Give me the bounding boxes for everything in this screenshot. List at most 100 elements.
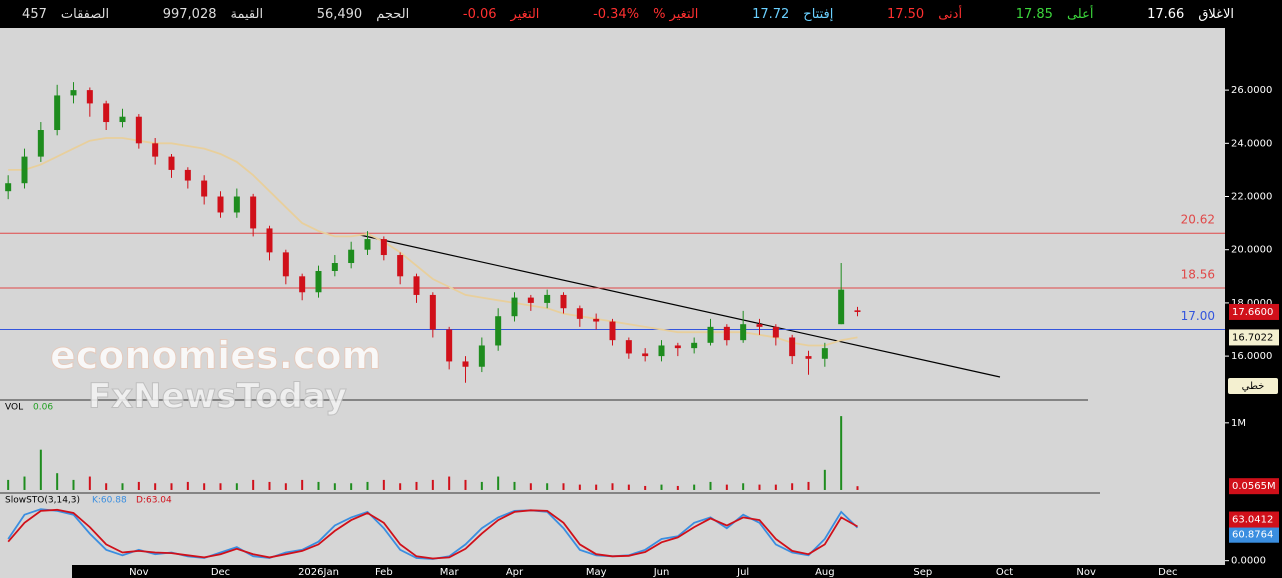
stat-value: 17.66 bbox=[1147, 6, 1185, 22]
candle-body bbox=[70, 90, 77, 96]
stat: التغير -0.06 bbox=[463, 7, 540, 22]
stat-label: الحجم bbox=[376, 6, 410, 22]
value-box-label: 60.8764 bbox=[1232, 530, 1273, 541]
stoch-line bbox=[7, 508, 858, 560]
y-tick-label: 1M bbox=[1231, 418, 1246, 429]
candle-body bbox=[397, 255, 404, 277]
volume-bar bbox=[366, 481, 369, 490]
x-tick-label: Dec bbox=[211, 567, 230, 578]
volume-bar bbox=[676, 485, 679, 490]
y-tick-label: 20.0000 bbox=[1231, 245, 1272, 256]
volume-bar bbox=[497, 476, 500, 490]
y-tick-label: 18.0000 bbox=[1231, 298, 1272, 309]
candle-body bbox=[331, 263, 338, 271]
volume-bar bbox=[823, 469, 826, 490]
volume-bar bbox=[39, 449, 42, 490]
chart: economies.com FxNewsToday خطي VOL 0.06 S… bbox=[0, 28, 1282, 578]
volume-bar bbox=[268, 481, 271, 490]
x-tick-label: May bbox=[586, 567, 607, 578]
y-tick-label: 24.0000 bbox=[1231, 138, 1272, 149]
candle-body bbox=[625, 340, 632, 354]
volume-bar bbox=[774, 484, 777, 490]
volume-bar bbox=[529, 483, 532, 490]
volume-bar bbox=[333, 483, 336, 490]
stat-label: الاغلاق bbox=[1198, 6, 1234, 22]
candle-body bbox=[201, 180, 208, 197]
candle-body bbox=[429, 294, 436, 330]
x-tick-label: Sep bbox=[913, 567, 932, 578]
candle-body bbox=[609, 321, 616, 341]
value-box-label: 0.0565M bbox=[1232, 481, 1276, 492]
candle-body bbox=[495, 316, 502, 346]
candle-body bbox=[789, 337, 796, 357]
x-tick-label: Nov bbox=[129, 567, 149, 578]
stat-value: 17.85 bbox=[1015, 6, 1053, 22]
volume-bar bbox=[154, 483, 157, 490]
stat: القيمة 997,028 bbox=[163, 7, 263, 22]
x-tick-label: Feb bbox=[375, 567, 393, 578]
plot-bg bbox=[0, 28, 1225, 578]
volume-bar bbox=[415, 481, 418, 490]
stat-value: 17.72 bbox=[752, 6, 790, 22]
volume-bar bbox=[546, 483, 549, 490]
candle-body bbox=[838, 289, 845, 325]
x-tick-label: Dec bbox=[1158, 567, 1177, 578]
x-tick-label: Oct bbox=[996, 567, 1013, 578]
ma-line bbox=[8, 137, 858, 347]
value-box bbox=[1229, 511, 1279, 528]
candle-body bbox=[168, 156, 175, 170]
volume-bar bbox=[23, 476, 26, 490]
candle-body bbox=[446, 329, 453, 362]
volume-bar bbox=[758, 484, 761, 490]
candle-body bbox=[707, 326, 714, 343]
volume-bar bbox=[399, 483, 402, 490]
panel-value: 0.06 bbox=[33, 403, 53, 413]
y-tick-label: 0.0000 bbox=[1231, 556, 1266, 567]
stat-value: 997,028 bbox=[162, 6, 217, 22]
legend-label: D:63.04 bbox=[136, 496, 172, 506]
candle-body bbox=[756, 324, 763, 327]
volume-bar bbox=[105, 483, 108, 490]
volume-bar bbox=[186, 481, 189, 490]
value-box bbox=[1229, 526, 1279, 543]
stat-label: إفتتاح bbox=[803, 6, 834, 22]
x-tick-label: Apr bbox=[506, 567, 524, 578]
mode-button[interactable] bbox=[1228, 378, 1278, 394]
volume-bar bbox=[137, 481, 140, 490]
value-box-label: 17.6600 bbox=[1232, 307, 1273, 318]
volume-bar bbox=[317, 481, 320, 490]
candle-body bbox=[315, 270, 322, 293]
volume-bar bbox=[448, 476, 451, 490]
value-box bbox=[1229, 478, 1279, 495]
stat-label: الصفقات bbox=[60, 6, 110, 22]
volume-bar bbox=[856, 486, 859, 490]
candle-body bbox=[544, 294, 551, 303]
watermark: FxNewsToday bbox=[88, 377, 347, 417]
volume-bar bbox=[72, 479, 75, 490]
volume-bar bbox=[235, 483, 238, 490]
volume-bar bbox=[480, 481, 483, 490]
x-tick-label: Aug bbox=[815, 567, 835, 578]
volume-bar bbox=[203, 483, 206, 490]
x-tick-label: Mar bbox=[440, 567, 460, 578]
candle-body bbox=[266, 228, 273, 253]
stat: التغير % -0.34% bbox=[593, 7, 698, 22]
watermark: economies.com bbox=[50, 334, 381, 378]
stat-label: التغير bbox=[510, 6, 540, 22]
level-label: 18.56 bbox=[1181, 268, 1215, 282]
mode-button-label[interactable]: خطي bbox=[1242, 381, 1265, 392]
volume-bar bbox=[611, 483, 614, 490]
volume-bar bbox=[742, 483, 745, 490]
candle-body bbox=[135, 116, 142, 144]
x-tick-label: Jun bbox=[653, 567, 670, 578]
stat-value: 457 bbox=[22, 6, 47, 22]
candle-body bbox=[805, 356, 812, 359]
candle-body bbox=[527, 297, 534, 303]
volume-bar bbox=[121, 483, 124, 490]
candle-body bbox=[511, 297, 518, 317]
candle-body bbox=[184, 169, 191, 181]
candle-body bbox=[740, 324, 747, 341]
volume-bar bbox=[578, 484, 581, 490]
volume-bar bbox=[791, 483, 794, 490]
volume-bar bbox=[88, 476, 91, 490]
